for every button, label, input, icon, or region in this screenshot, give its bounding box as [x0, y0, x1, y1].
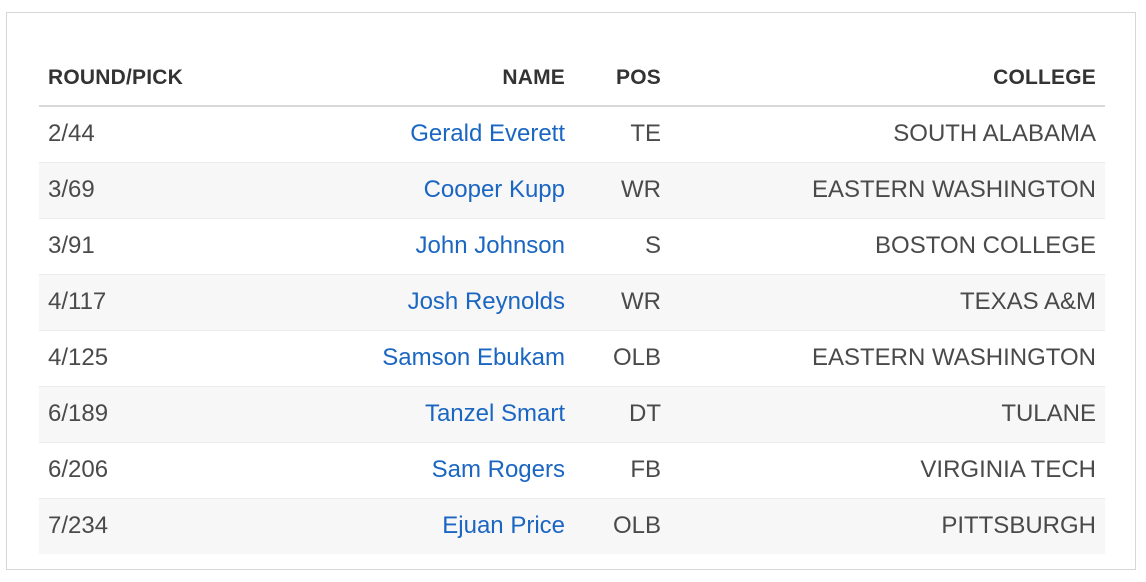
college-cell: TEXAS A&M [670, 274, 1105, 331]
college-cell: TULANE [670, 386, 1105, 443]
player-link[interactable]: Gerald Everett [410, 120, 565, 148]
pos-cell: OLB [574, 330, 670, 387]
header-round-pick: ROUND/PICK [39, 51, 269, 107]
table-row: 4/125 Samson Ebukam OLB EASTERN WASHINGT… [39, 330, 1105, 387]
pos-cell: WR [574, 274, 670, 331]
round-pick-cell: 7/234 [39, 498, 269, 554]
pos-cell: TE [574, 106, 670, 163]
round-pick-cell: 3/91 [39, 218, 269, 275]
table-body: 2/44 Gerald Everett TE SOUTH ALABAMA 3/6… [39, 106, 1105, 554]
table-row: 6/189 Tanzel Smart DT TULANE [39, 386, 1105, 443]
name-cell: Sam Rogers [269, 442, 574, 499]
college-cell: PITTSBURGH [670, 498, 1105, 554]
pos-cell: S [574, 218, 670, 275]
draft-picks-card: ROUND/PICK NAME POS COLLEGE 2/44 Gerald … [6, 12, 1136, 570]
round-pick-cell: 4/125 [39, 330, 269, 387]
table-row: 4/117 Josh Reynolds WR TEXAS A&M [39, 274, 1105, 331]
college-cell: SOUTH ALABAMA [670, 106, 1105, 163]
table-row: 3/91 John Johnson S BOSTON COLLEGE [39, 218, 1105, 275]
draft-picks-table: ROUND/PICK NAME POS COLLEGE 2/44 Gerald … [39, 51, 1105, 554]
round-pick-cell: 6/206 [39, 442, 269, 499]
name-cell: Ejuan Price [269, 498, 574, 554]
table-row: 6/206 Sam Rogers FB VIRGINIA TECH [39, 442, 1105, 499]
player-link[interactable]: Cooper Kupp [423, 176, 565, 203]
name-cell: Josh Reynolds [269, 274, 574, 331]
table-row: 3/69 Cooper Kupp WR EASTERN WASHINGTON [39, 162, 1105, 219]
header-name: NAME [269, 51, 574, 107]
college-cell: EASTERN WASHINGTON [670, 162, 1105, 219]
name-cell: Cooper Kupp [269, 162, 574, 219]
round-pick-cell: 6/189 [39, 386, 269, 443]
pos-cell: DT [574, 386, 670, 443]
player-link[interactable]: Sam Rogers [431, 456, 565, 483]
name-cell: John Johnson [269, 218, 574, 275]
player-link[interactable]: Josh Reynolds [407, 288, 565, 315]
header-row: ROUND/PICK NAME POS COLLEGE [39, 51, 1105, 107]
round-pick-cell: 3/69 [39, 162, 269, 219]
header-pos: POS [574, 51, 670, 107]
player-link[interactable]: John Johnson [415, 232, 565, 259]
name-cell: Samson Ebukam [269, 330, 574, 387]
name-cell: Gerald Everett [269, 106, 574, 163]
round-pick-cell: 4/117 [39, 274, 269, 331]
college-cell: EASTERN WASHINGTON [670, 330, 1105, 387]
pos-cell: FB [574, 442, 670, 499]
pos-cell: OLB [574, 498, 670, 554]
college-cell: VIRGINIA TECH [670, 442, 1105, 499]
table-row: 7/234 Ejuan Price OLB PITTSBURGH [39, 498, 1105, 554]
player-link[interactable]: Ejuan Price [442, 512, 565, 540]
player-link[interactable]: Tanzel Smart [424, 400, 565, 427]
table-header: ROUND/PICK NAME POS COLLEGE [39, 51, 1105, 107]
header-college: COLLEGE [670, 51, 1105, 107]
table-row: 2/44 Gerald Everett TE SOUTH ALABAMA [39, 106, 1105, 163]
college-cell: BOSTON COLLEGE [670, 218, 1105, 275]
round-pick-cell: 2/44 [39, 106, 269, 163]
player-link[interactable]: Samson Ebukam [382, 344, 565, 371]
name-cell: Tanzel Smart [269, 386, 574, 443]
pos-cell: WR [574, 162, 670, 219]
